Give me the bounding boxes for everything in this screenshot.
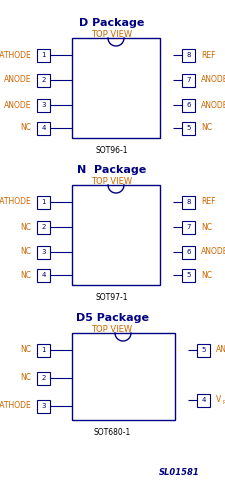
Text: D Package: D Package: [79, 18, 145, 28]
Text: CATHODE: CATHODE: [0, 198, 31, 206]
Text: 1: 1: [41, 347, 46, 353]
Bar: [182, 245, 195, 258]
Bar: [37, 220, 50, 233]
Bar: [37, 245, 50, 258]
Bar: [182, 121, 195, 134]
Text: ANODE: ANODE: [4, 101, 31, 109]
Text: D5 Package: D5 Package: [76, 313, 148, 323]
Text: 8: 8: [186, 199, 191, 205]
Bar: [72, 333, 175, 420]
Text: 6: 6: [186, 249, 191, 255]
Text: REF: REF: [223, 400, 225, 404]
Text: TOP VIEW: TOP VIEW: [91, 177, 133, 186]
Text: NC: NC: [201, 270, 212, 280]
Text: ANODE: ANODE: [4, 76, 31, 84]
Text: 7: 7: [186, 77, 191, 83]
Text: 3: 3: [41, 249, 46, 255]
Text: 3: 3: [41, 403, 46, 409]
Text: 1: 1: [41, 199, 46, 205]
Bar: [37, 98, 50, 111]
Text: 8: 8: [186, 52, 191, 58]
Text: NC: NC: [20, 346, 31, 354]
Text: SL01581: SL01581: [159, 468, 200, 477]
Text: NC: NC: [20, 123, 31, 133]
Bar: [37, 121, 50, 134]
Text: REF: REF: [201, 198, 216, 206]
Text: 4: 4: [41, 272, 46, 278]
Text: ANODE: ANODE: [201, 101, 225, 109]
Bar: [182, 98, 195, 111]
Text: NC: NC: [20, 270, 31, 280]
Text: 2: 2: [41, 224, 46, 230]
Bar: [182, 268, 195, 281]
Bar: [182, 49, 195, 62]
Text: 6: 6: [186, 102, 191, 108]
Text: 3: 3: [41, 102, 46, 108]
Text: V: V: [216, 394, 221, 403]
Bar: [182, 220, 195, 233]
Text: REF: REF: [201, 51, 216, 59]
Text: 5: 5: [186, 272, 191, 278]
Bar: [72, 185, 160, 285]
Bar: [182, 196, 195, 209]
Text: NC: NC: [201, 223, 212, 231]
Text: CATHODE: CATHODE: [0, 402, 31, 411]
Bar: [182, 73, 195, 86]
Text: TOP VIEW: TOP VIEW: [91, 325, 133, 334]
Text: NC: NC: [201, 123, 212, 133]
Bar: [37, 196, 50, 209]
Bar: [197, 393, 210, 406]
Text: SOT680-1: SOT680-1: [93, 428, 131, 437]
Bar: [72, 38, 160, 138]
Text: ANODE: ANODE: [216, 346, 225, 354]
Text: SOT97-1: SOT97-1: [96, 293, 128, 302]
Text: 2: 2: [41, 375, 46, 381]
Text: 5: 5: [186, 125, 191, 131]
Text: 5: 5: [201, 347, 206, 353]
Text: SOT96-1: SOT96-1: [96, 146, 128, 155]
Text: NC: NC: [20, 374, 31, 383]
Text: ANODE: ANODE: [201, 247, 225, 256]
Text: NC: NC: [20, 247, 31, 256]
Text: N  Package: N Package: [77, 165, 147, 175]
Text: 1: 1: [41, 52, 46, 58]
Text: TOP VIEW: TOP VIEW: [91, 30, 133, 39]
Bar: [37, 268, 50, 281]
Bar: [197, 344, 210, 357]
Bar: [37, 400, 50, 413]
Text: CATHODE: CATHODE: [0, 51, 31, 59]
Bar: [37, 372, 50, 385]
Bar: [37, 49, 50, 62]
Text: 2: 2: [41, 77, 46, 83]
Bar: [37, 344, 50, 357]
Text: 7: 7: [186, 224, 191, 230]
Text: 4: 4: [41, 125, 46, 131]
Text: 4: 4: [201, 397, 206, 403]
Text: NC: NC: [20, 223, 31, 231]
Bar: [37, 73, 50, 86]
Text: ANODE: ANODE: [201, 76, 225, 84]
